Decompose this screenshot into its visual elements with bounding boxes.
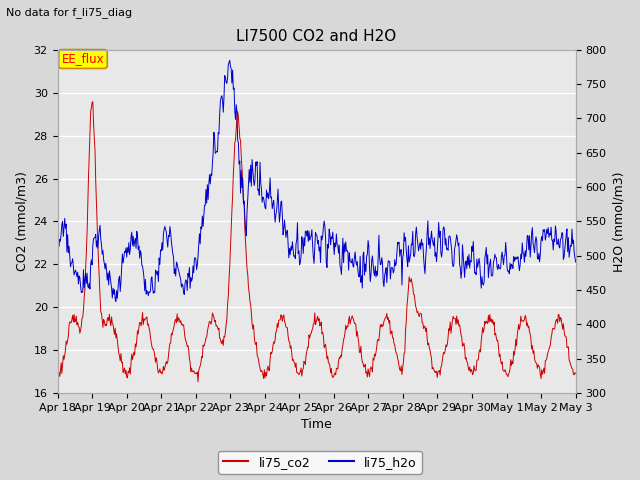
li75_co2 bbox=[63, 341, 71, 347]
li75_h2o bbox=[112, 299, 120, 304]
li75_co2 bbox=[198, 354, 205, 360]
li75_h2o bbox=[572, 259, 579, 265]
Text: EE_flux: EE_flux bbox=[61, 52, 104, 65]
li75_h2o bbox=[226, 58, 234, 63]
Y-axis label: CO2 (mmol/m3): CO2 (mmol/m3) bbox=[15, 171, 28, 271]
li75_co2 bbox=[572, 371, 579, 376]
li75_co2 bbox=[170, 326, 177, 332]
li75_co2 bbox=[396, 367, 404, 372]
li75_h2o bbox=[396, 253, 404, 259]
Title: LI7500 CO2 and H2O: LI7500 CO2 and H2O bbox=[236, 29, 397, 44]
li75_h2o bbox=[197, 224, 205, 230]
li75_h2o bbox=[63, 249, 71, 255]
li75_h2o bbox=[170, 254, 177, 260]
Text: No data for f_li75_diag: No data for f_li75_diag bbox=[6, 7, 132, 18]
li75_co2 bbox=[194, 379, 202, 384]
li75_co2 bbox=[381, 317, 388, 323]
X-axis label: Time: Time bbox=[301, 419, 332, 432]
Line: li75_h2o: li75_h2o bbox=[58, 60, 575, 301]
li75_co2 bbox=[117, 351, 125, 357]
Y-axis label: H2O (mmol/m3): H2O (mmol/m3) bbox=[612, 171, 625, 272]
li75_h2o bbox=[117, 279, 125, 285]
Legend: li75_co2, li75_h2o: li75_co2, li75_h2o bbox=[218, 451, 422, 474]
li75_co2 bbox=[54, 374, 61, 380]
li75_h2o bbox=[54, 247, 61, 253]
Line: li75_co2: li75_co2 bbox=[58, 102, 575, 382]
li75_h2o bbox=[381, 273, 388, 278]
li75_co2 bbox=[89, 99, 97, 105]
